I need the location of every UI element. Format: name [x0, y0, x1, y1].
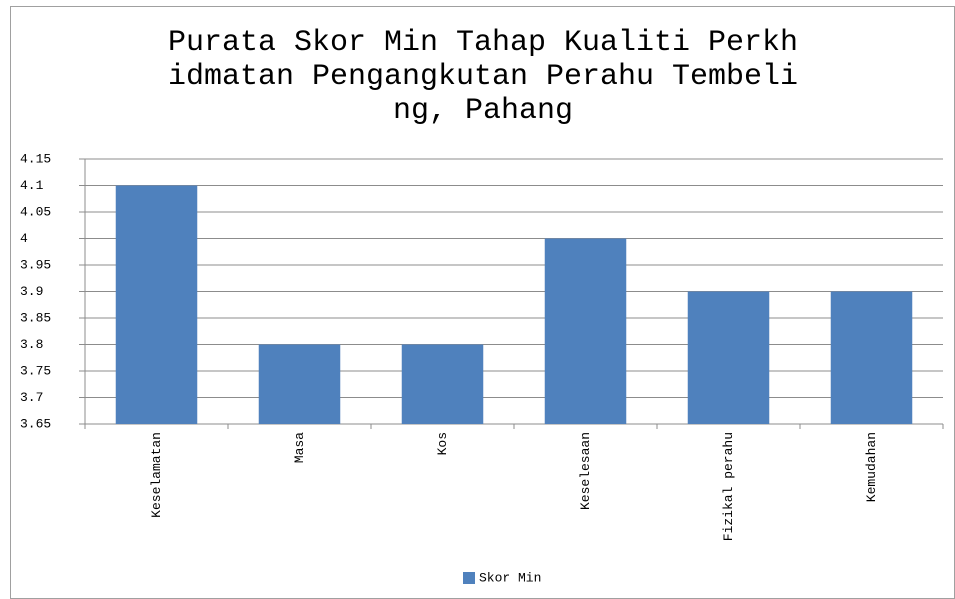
y-tick-label: 4.05: [20, 204, 51, 219]
x-tick-label: Fizikal perahu: [721, 432, 736, 541]
y-tick-label: 4.15: [20, 151, 51, 166]
y-tick-label: 3.85: [20, 310, 51, 325]
x-tick-label: Kemudahan: [864, 432, 879, 502]
y-tick-label: 4.1: [20, 178, 44, 193]
y-tick-label: 3.95: [20, 257, 51, 272]
y-tick-label: 3.65: [20, 416, 51, 431]
y-tick-label: 3.75: [20, 363, 51, 378]
bar: [687, 291, 770, 424]
x-tick-label: Keselamatan: [149, 432, 164, 518]
y-tick-label: 3.9: [20, 284, 43, 299]
bar: [401, 344, 484, 424]
bar: [115, 185, 198, 424]
bar: [544, 238, 627, 424]
y-tick-label: 3.7: [20, 390, 43, 405]
bar: [258, 344, 341, 424]
x-tick-label: Masa: [292, 432, 307, 463]
y-tick-label: 4: [20, 231, 28, 246]
legend-swatch: [463, 572, 475, 584]
y-tick-label: 3.8: [20, 337, 43, 352]
bar: [830, 291, 913, 424]
chart-title: Purata Skor Min Tahap Kualiti Perkhidmat…: [167, 26, 799, 128]
x-tick-label: Keselesaan: [578, 432, 593, 510]
legend-label: Skor Min: [479, 570, 541, 585]
x-tick-label: Kos: [435, 432, 450, 455]
